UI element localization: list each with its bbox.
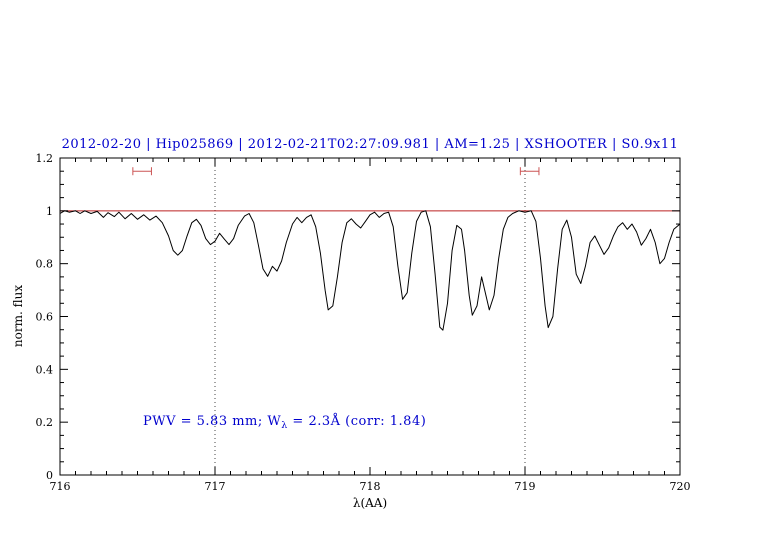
y-tick-label: 0.2: [36, 416, 54, 429]
x-tick-label: 720: [670, 480, 691, 493]
y-axis-label: norm. flux: [11, 285, 25, 347]
chart-plot-area: 716 717 718 719 720 0 0.2 0.4 0.6 0.8 1 1.2: [36, 152, 691, 493]
x-tick-label: 717: [205, 480, 226, 493]
pwv-annotation-prefix: PWV = 5.83 mm; W: [143, 414, 281, 429]
chart-title: 2012-02-20 | Hip025869 | 2012-02-21T02:2…: [62, 137, 679, 152]
pwv-annotation: PWV = 5.83 mm; Wλ = 2.3Å (corr: 1.84): [143, 413, 426, 431]
spectrum-line: [59, 210, 681, 331]
y-tick-label: 0.4: [36, 363, 54, 376]
y-tick-label: 0.8: [36, 258, 54, 271]
x-tick-label: 719: [515, 480, 536, 493]
x-tick-label: 716: [50, 480, 71, 493]
chart-text-layer: 2012-02-20 | Hip025869 | 2012-02-21T02:2…: [11, 137, 678, 510]
pwv-annotation-suffix: = 2.3Å (corr: 1.84): [288, 413, 427, 429]
pwv-annotation-subscript: λ: [281, 420, 288, 431]
x-tick-label: 718: [360, 480, 381, 493]
y-tick-label: 1: [46, 205, 53, 218]
y-tick-label: 0: [46, 469, 53, 482]
y-tick-label: 1.2: [36, 152, 54, 165]
y-tick-label: 0.6: [36, 311, 54, 324]
x-axis-label: λ(AA): [353, 496, 387, 510]
